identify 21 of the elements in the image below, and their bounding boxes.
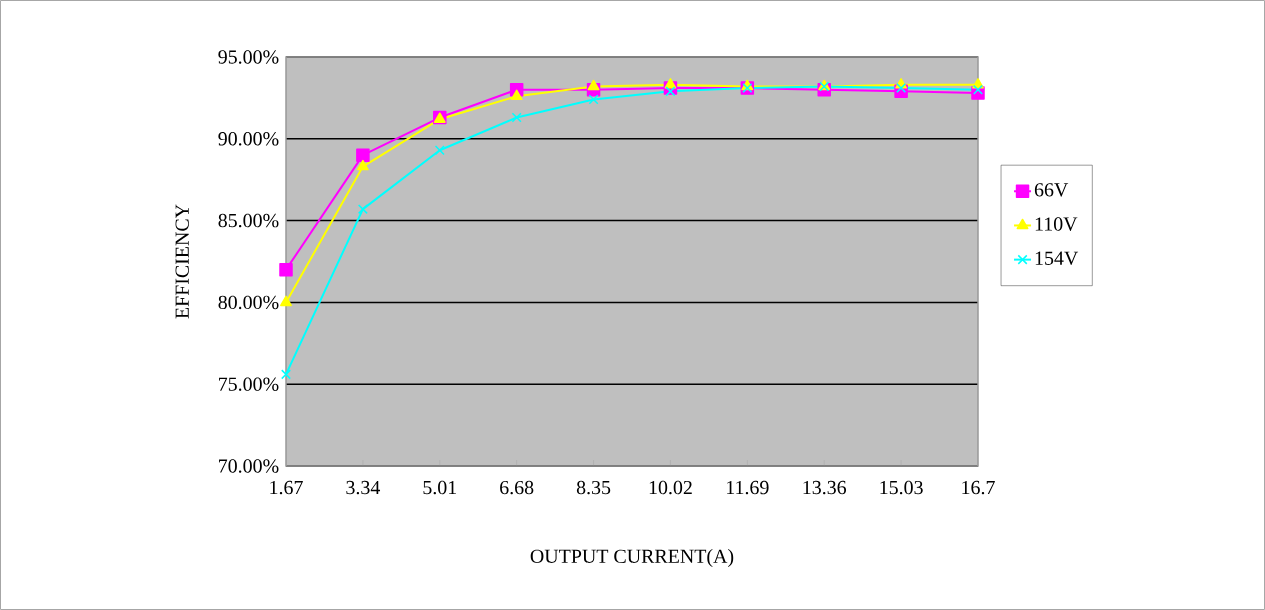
x-tick-label: 13.36 <box>803 480 847 495</box>
y-axis-title: EFFICIENCY <box>175 204 189 319</box>
x-tick-label: 6.68 <box>500 480 534 495</box>
legend-label: 110V <box>1035 217 1078 231</box>
y-tick-label: 85.00% <box>218 213 279 228</box>
legend-label: 66V <box>1034 183 1069 197</box>
x-tick-label: 5.01 <box>423 480 457 495</box>
x-axis-title: OUTPUT CURRENT(A) <box>530 548 734 568</box>
x-tick-label: 11.69 <box>727 480 769 495</box>
y-tick-label: 80.00% <box>218 295 279 310</box>
y-tick-label: 95.00% <box>218 50 279 64</box>
x-tick-label: 8.35 <box>576 480 611 495</box>
x-tick-label: 16.7 <box>962 480 995 495</box>
x-tick-label: 10.02 <box>649 480 692 495</box>
legend-label: 154V <box>1035 251 1079 266</box>
x-tick-label: 15.03 <box>880 480 923 495</box>
x-tick-label: 3.34 <box>346 480 381 495</box>
y-tick-label: 90.00% <box>218 132 279 146</box>
y-tick-label: 75.00% <box>219 377 279 391</box>
x-tick-label: 1.67 <box>270 480 303 495</box>
y-tick-label: 70.00% <box>219 459 279 473</box>
